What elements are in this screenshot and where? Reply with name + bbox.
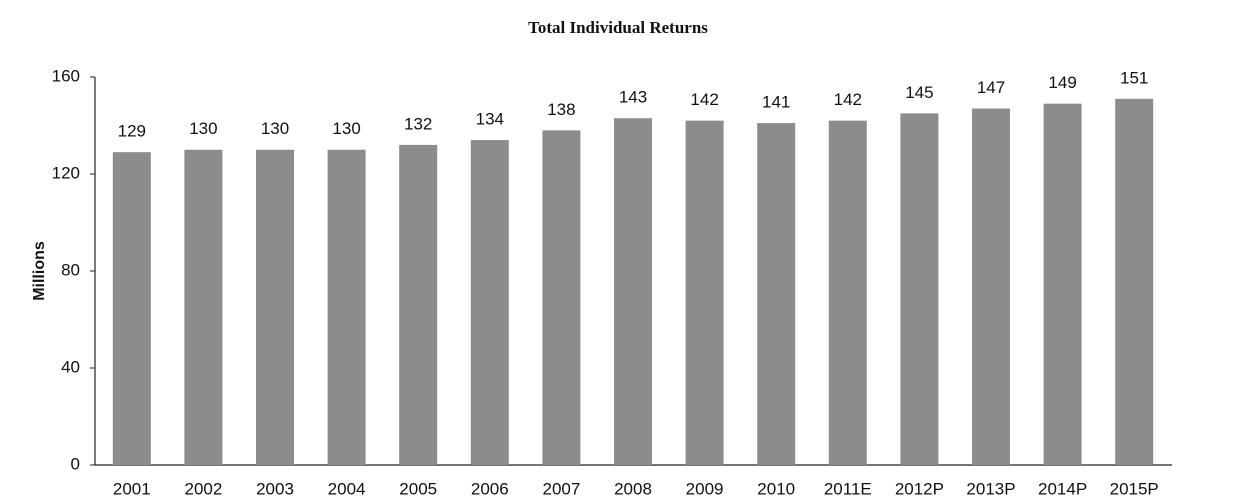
x-tick-label: 2003 (256, 479, 294, 498)
bar (327, 149, 366, 465)
x-tick-label: 2004 (328, 479, 366, 498)
bar (900, 113, 939, 465)
bar (757, 123, 796, 465)
x-tick-label: 2009 (686, 479, 724, 498)
bar (828, 120, 867, 466)
x-tick-label: 2005 (399, 479, 437, 498)
value-label: 130 (189, 119, 217, 138)
x-tick-label: 2013P (966, 479, 1015, 498)
bar (184, 149, 223, 465)
x-tick-label: 2007 (542, 479, 580, 498)
bar (470, 140, 509, 466)
bar (399, 144, 438, 465)
bar (112, 152, 151, 466)
y-tick-label: 160 (52, 66, 80, 85)
x-tick-label: 2015P (1110, 479, 1159, 498)
bar (685, 120, 724, 466)
y-tick-label: 40 (61, 357, 80, 376)
value-label: 141 (762, 93, 790, 112)
bar (1115, 98, 1154, 465)
x-tick-label: 2010 (757, 479, 795, 498)
x-tick-label: 2006 (471, 479, 509, 498)
value-label: 151 (1120, 68, 1148, 87)
y-axis-title: Millions (31, 241, 48, 301)
y-tick-label: 80 (61, 260, 80, 279)
x-tick-label: 2012P (895, 479, 944, 498)
value-label: 138 (547, 100, 575, 119)
bar (1043, 103, 1082, 466)
bar (972, 108, 1010, 466)
x-tick-label: 2001 (113, 479, 151, 498)
bar (542, 130, 581, 465)
chart-title: Total Individual Returns (528, 18, 708, 37)
y-tick-label: 120 (52, 163, 80, 182)
value-label: 129 (118, 122, 146, 141)
value-label: 132 (404, 114, 432, 133)
y-tick-label: 0 (71, 454, 80, 473)
value-label: 145 (905, 83, 933, 102)
x-tick-label: 2008 (614, 479, 652, 498)
bar (256, 149, 294, 465)
value-label: 130 (332, 119, 360, 138)
value-label: 130 (261, 119, 289, 138)
value-label: 149 (1048, 73, 1076, 92)
x-tick-label: 2011E (824, 479, 872, 498)
x-tick-label: 2002 (184, 479, 222, 498)
value-label: 143 (619, 88, 647, 107)
x-tick-label: 2014P (1038, 479, 1087, 498)
bar (614, 118, 652, 465)
value-label: 142 (690, 90, 718, 109)
value-label: 142 (834, 90, 862, 109)
value-label: 134 (476, 110, 504, 129)
value-label: 147 (977, 78, 1005, 97)
